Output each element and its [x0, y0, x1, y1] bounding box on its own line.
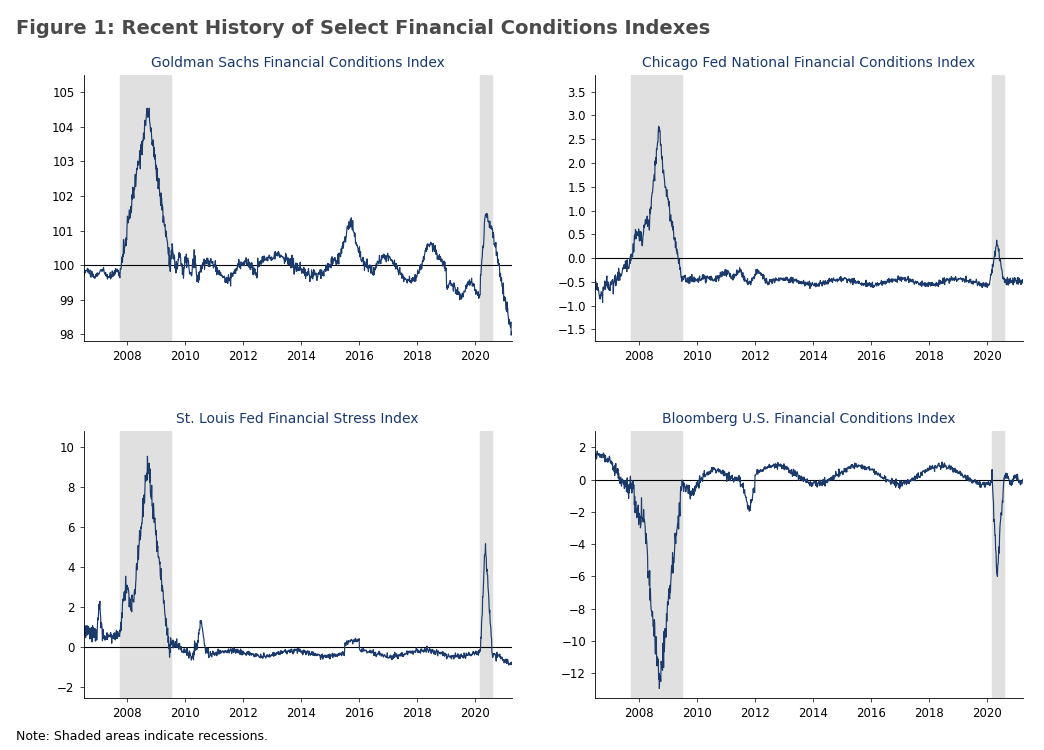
Bar: [120, 431, 170, 698]
Bar: [992, 75, 1003, 341]
Bar: [632, 431, 682, 698]
Bar: [120, 75, 170, 341]
Text: Note: Shaded areas indicate recessions.: Note: Shaded areas indicate recessions.: [16, 730, 267, 742]
Text: Figure 1: Recent History of Select Financial Conditions Indexes: Figure 1: Recent History of Select Finan…: [16, 19, 710, 38]
Bar: [480, 75, 492, 341]
Title: Chicago Fed National Financial Conditions Index: Chicago Fed National Financial Condition…: [642, 56, 976, 70]
Title: Bloomberg U.S. Financial Conditions Index: Bloomberg U.S. Financial Conditions Inde…: [662, 412, 956, 426]
Title: Goldman Sachs Financial Conditions Index: Goldman Sachs Financial Conditions Index: [150, 56, 445, 70]
Bar: [632, 75, 682, 341]
Bar: [992, 431, 1003, 698]
Title: St. Louis Fed Financial Stress Index: St. Louis Fed Financial Stress Index: [176, 412, 419, 426]
Bar: [480, 431, 492, 698]
